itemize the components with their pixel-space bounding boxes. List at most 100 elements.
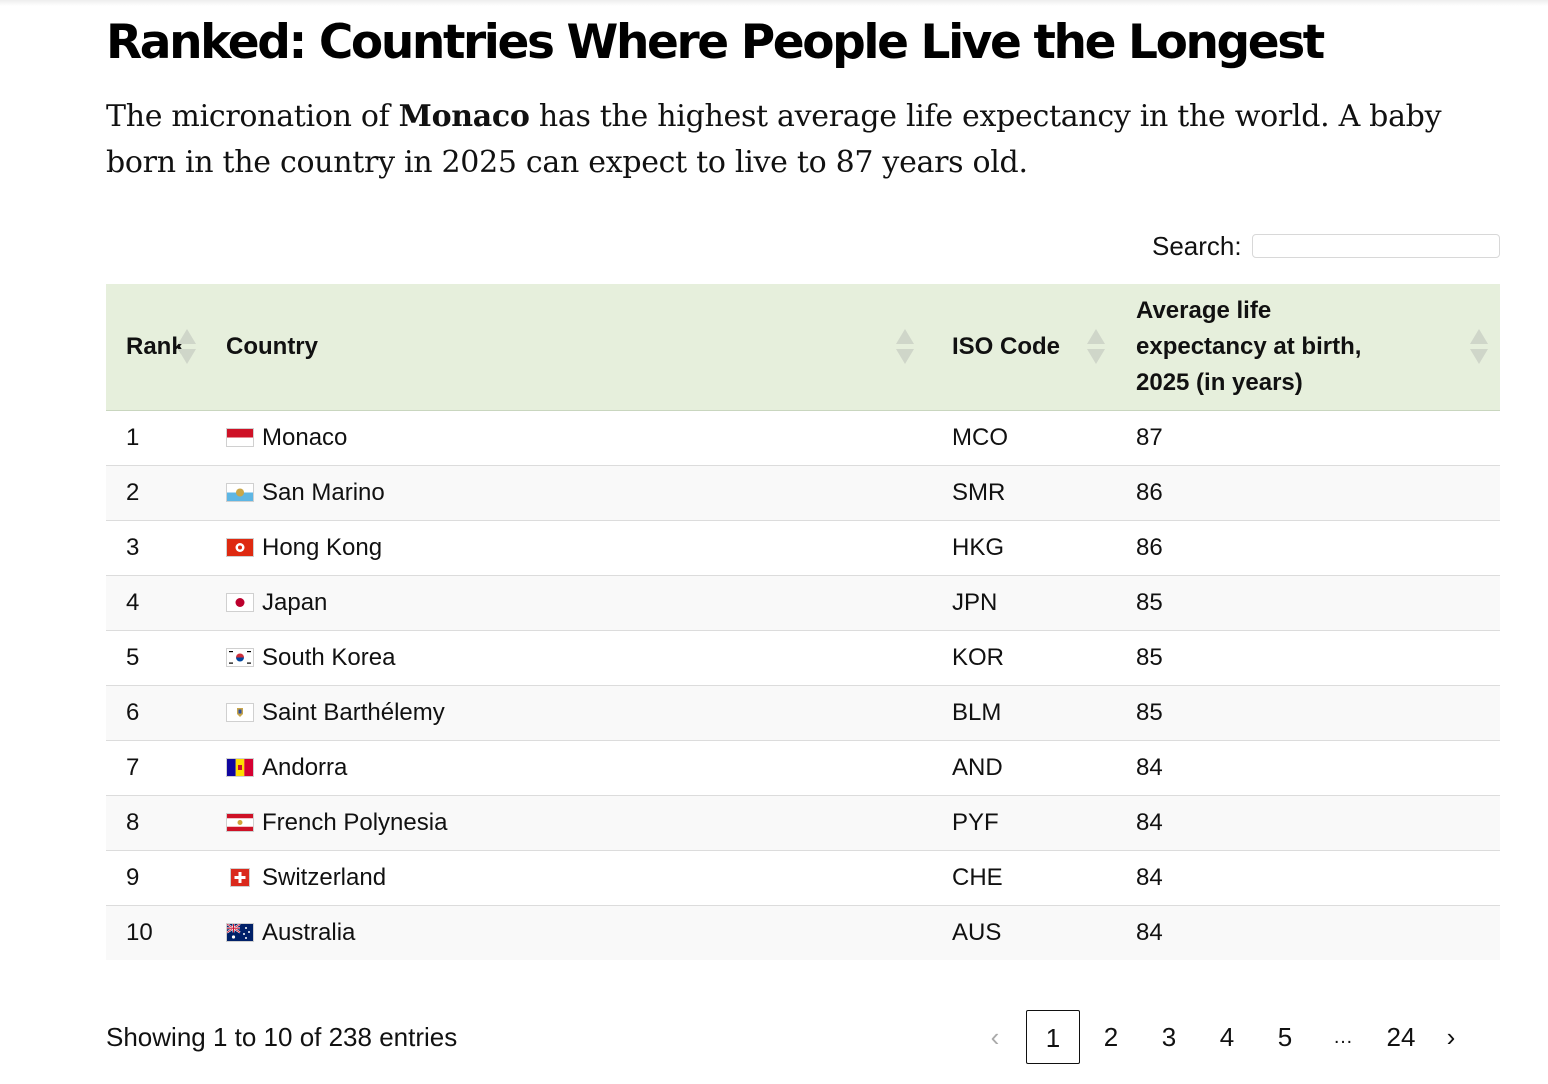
table-row: 7 Andorra AND 84 <box>106 739 1500 795</box>
country-name: Monaco <box>262 423 348 451</box>
iso-cell: BLM <box>932 684 1116 740</box>
table-row: 10 Australia AUS 84 <box>106 904 1500 960</box>
sort-arrows-icon <box>178 328 196 365</box>
life-expectancy-cell: 85 <box>1116 684 1500 740</box>
country-cell: South Korea <box>206 629 932 685</box>
pagination-next-button[interactable]: › <box>1446 1022 1456 1052</box>
table-row: 1 Monaco MCO 87 <box>106 410 1500 465</box>
country-cell: Andorra <box>206 739 932 795</box>
japan-flag-icon <box>226 592 254 612</box>
table-row: 2 San Marino SMR 86 <box>106 464 1500 520</box>
column-header-iso-code[interactable]: ISO Code <box>932 284 1116 411</box>
sort-arrows-icon <box>896 328 914 365</box>
australia-flag-icon <box>226 922 254 942</box>
column-header-life-expectancy-label: Average life expectancy at birth, 2025 (… <box>1136 296 1362 396</box>
pagination-page-2[interactable]: 2 <box>1103 1022 1119 1052</box>
andorra-flag-icon <box>226 757 254 777</box>
iso-cell: SMR <box>932 464 1116 520</box>
country-name: South Korea <box>262 643 396 671</box>
sort-arrows-icon <box>1087 328 1105 365</box>
iso-cell: PYF <box>932 794 1116 850</box>
french-polynesia-flag-icon <box>226 812 254 832</box>
column-header-life-expectancy[interactable]: Average life expectancy at birth, 2025 (… <box>1116 284 1500 411</box>
pagination-page-5[interactable]: 5 <box>1277 1022 1293 1052</box>
country-cell: French Polynesia <box>206 794 932 850</box>
table-row: 9 Switzerland CHE 84 <box>106 849 1500 905</box>
rank-cell: 3 <box>106 519 206 575</box>
life-expectancy-cell: 87 <box>1136 423 1163 451</box>
search-bar: Search: <box>1152 228 1500 264</box>
table-header-row: Rank Country ISO Code Average life expec… <box>106 284 1500 411</box>
iso-cell: KOR <box>932 629 1116 685</box>
country-name: Australia <box>262 918 356 946</box>
search-label: Search: <box>1152 230 1242 261</box>
life-expectancy-table: Rank Country ISO Code Average life expec… <box>106 284 1500 960</box>
rank-cell: 7 <box>106 739 206 795</box>
country-cell: Australia <box>206 904 932 960</box>
life-expectancy-cell: 84 <box>1116 794 1500 850</box>
rank-cell: 8 <box>106 794 206 850</box>
table-header: Rank Country ISO Code Average life expec… <box>106 284 1500 411</box>
hong-kong-flag-icon <box>226 537 254 557</box>
country-cell: Switzerland <box>206 849 932 905</box>
country-name: Japan <box>262 588 328 616</box>
column-header-rank[interactable]: Rank <box>106 284 206 411</box>
top-edge-shadow <box>0 0 1548 6</box>
search-input[interactable] <box>1251 234 1500 258</box>
country-cell: Saint Barthélemy <box>206 684 932 740</box>
page-title: Ranked: Countries Where People Live the … <box>106 15 1325 70</box>
life-expectancy-cell: 86 <box>1116 464 1500 520</box>
table-row: 4 Japan JPN 85 <box>106 574 1500 630</box>
life-expectancy-cell: 85 <box>1116 574 1500 630</box>
table-row: 3 Hong Kong HKG 86 <box>106 519 1500 575</box>
san-marino-flag-icon <box>226 482 254 502</box>
iso-cell: HKG <box>932 519 1116 575</box>
country-name: Saint Barthélemy <box>262 698 445 726</box>
pagination-previous-button[interactable]: ‹ <box>990 1022 1000 1052</box>
iso-cell: CHE <box>932 849 1116 905</box>
rank-cell: 2 <box>106 464 206 520</box>
table-row: 6 Saint Barthélemy BLM 85 <box>106 684 1500 740</box>
iso-cell: AND <box>932 739 1116 795</box>
country-name: Switzerland <box>262 863 387 891</box>
rank-cell: 4 <box>106 574 206 630</box>
pagination: ‹ 1 2 3 4 5 … 24 › <box>980 1010 1466 1064</box>
subtitle-highlight: Monaco <box>398 99 530 134</box>
rank-cell: 5 <box>106 629 206 685</box>
iso-cell: JPN <box>932 574 1116 630</box>
country-name: French Polynesia <box>262 808 448 836</box>
saint-barthelemy-flag-icon <box>226 702 254 722</box>
iso-cell: AUS <box>932 904 1116 960</box>
table-row: 5 South Korea KOR 85 <box>106 629 1500 685</box>
pagination-page-last[interactable]: 24 <box>1386 1022 1416 1052</box>
life-expectancy-cell: 85 <box>1116 629 1500 685</box>
country-name: Andorra <box>262 753 348 781</box>
column-header-country[interactable]: Country <box>206 284 932 411</box>
pagination-page-4[interactable]: 4 <box>1219 1022 1235 1052</box>
rank-cell: 9 <box>106 849 206 905</box>
subtitle-text-start: The micronation of <box>106 99 399 134</box>
country-cell: San Marino <box>206 464 932 520</box>
iso-cell: MCO <box>952 423 1008 451</box>
pagination-page-1[interactable]: 1 <box>1026 1010 1080 1064</box>
country-name: San Marino <box>262 478 385 506</box>
country-cell: Hong Kong <box>206 519 932 575</box>
country-name: Hong Kong <box>262 533 383 561</box>
country-cell: Japan <box>206 574 932 630</box>
sort-arrows-icon <box>1470 328 1488 365</box>
switzerland-flag-icon <box>230 867 250 887</box>
column-header-iso-code-label: ISO Code <box>952 332 1061 360</box>
life-expectancy-cell: 86 <box>1116 519 1500 575</box>
life-expectancy-cell: 84 <box>1116 849 1500 905</box>
south-korea-flag-icon <box>226 647 254 667</box>
table-row: 8 French Polynesia PYF 84 <box>106 794 1500 850</box>
subtitle-text-end: has the highest average life expectancy … <box>106 99 1442 180</box>
life-expectancy-cell: 84 <box>1116 739 1500 795</box>
country-cell: Monaco <box>206 410 932 465</box>
column-header-rank-label: Rank <box>126 332 185 360</box>
rank-cell: 6 <box>106 684 206 740</box>
pagination-page-3[interactable]: 3 <box>1161 1022 1177 1052</box>
table-body: 1 Monaco MCO 87 2 San Marino SMR 86 3 Ho… <box>106 410 1500 960</box>
page-subtitle: The micronation of Monaco has the highes… <box>106 94 1496 186</box>
column-header-country-label: Country <box>226 332 318 360</box>
